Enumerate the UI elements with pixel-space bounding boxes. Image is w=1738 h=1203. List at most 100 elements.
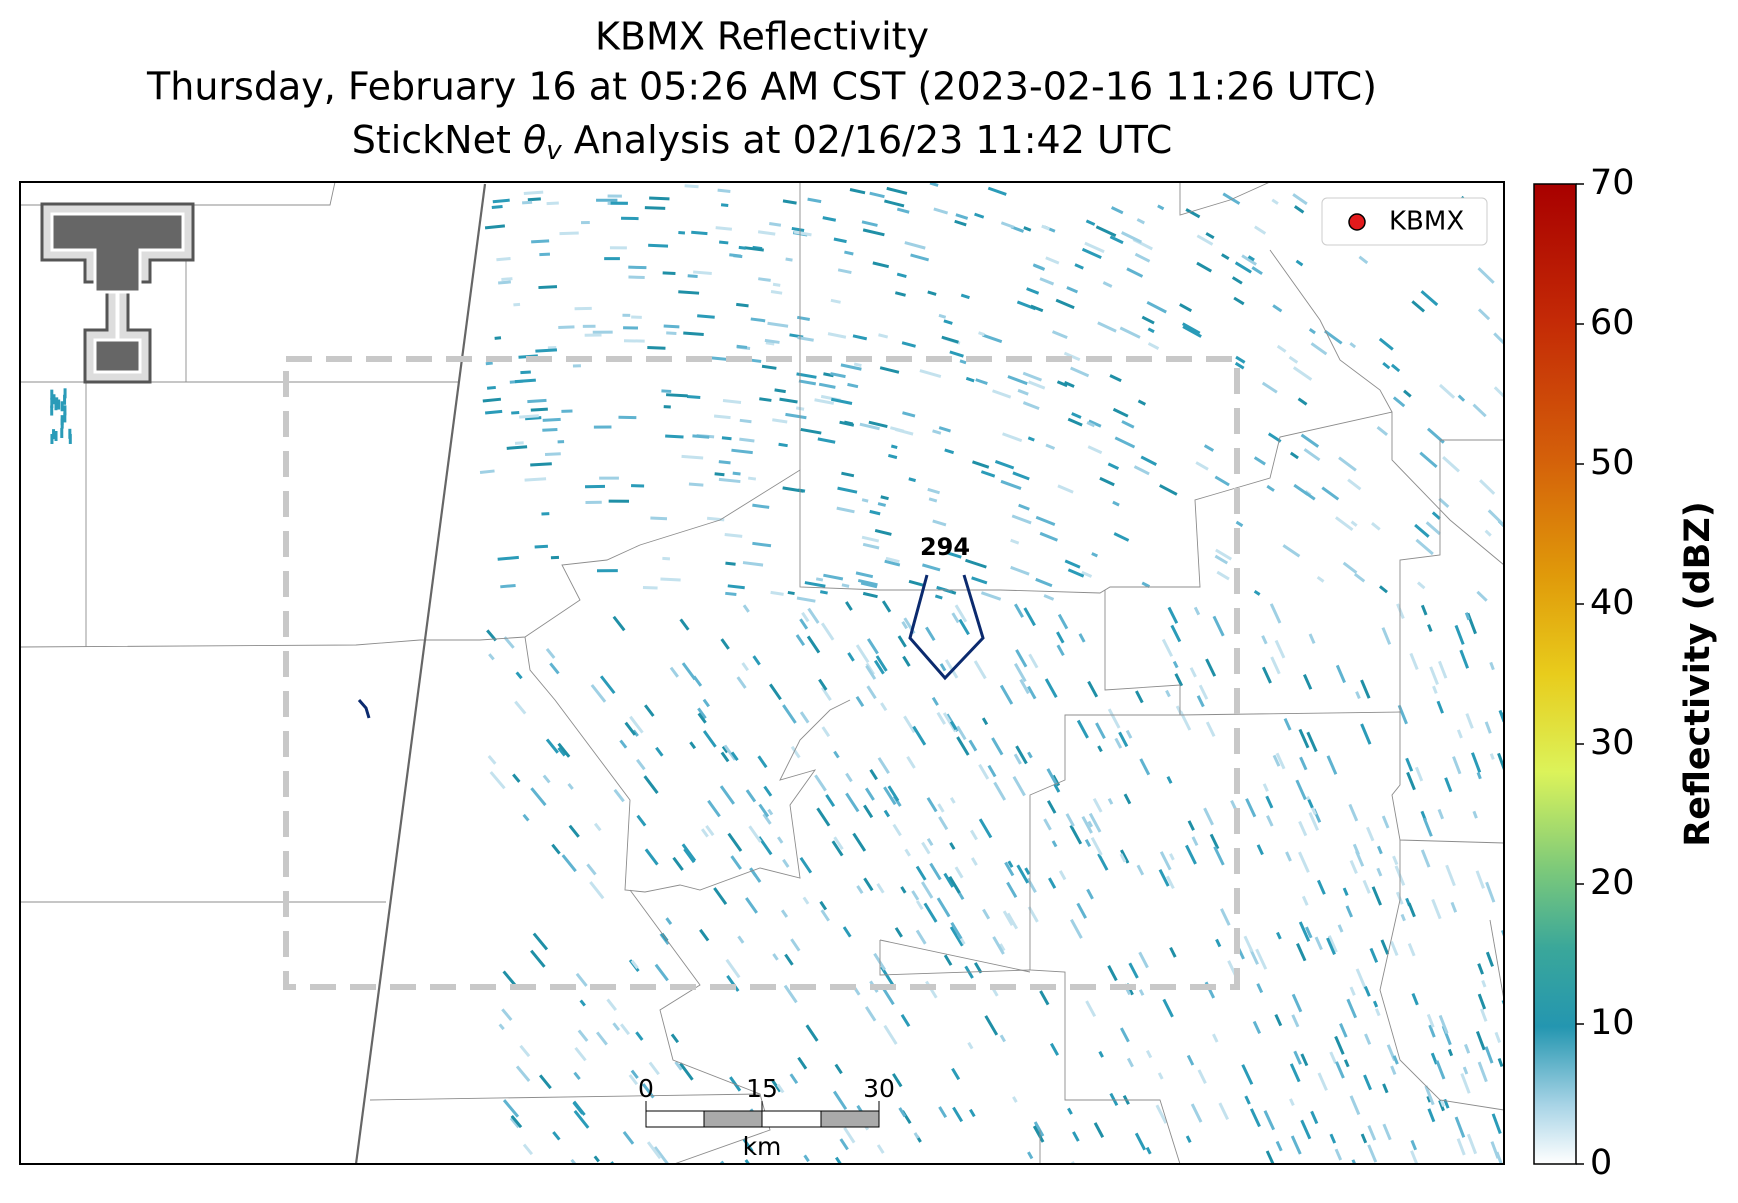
radar-echo bbox=[1097, 321, 1117, 333]
radar-echo bbox=[1024, 867, 1031, 875]
radar-echo bbox=[795, 634, 806, 647]
radar-echo bbox=[679, 1062, 694, 1081]
radar-echo bbox=[817, 437, 836, 444]
radar-echo bbox=[599, 476, 619, 480]
radar-echo bbox=[818, 382, 836, 389]
radar-echo bbox=[1366, 826, 1375, 842]
radar-echo bbox=[1147, 342, 1160, 350]
radar-echo bbox=[820, 686, 832, 701]
radar-echo bbox=[515, 671, 523, 680]
radar-echo bbox=[736, 344, 748, 349]
radar-echo bbox=[1172, 660, 1179, 669]
radar-echo bbox=[1298, 921, 1311, 942]
radar-echo bbox=[904, 241, 926, 250]
radar-echo bbox=[1355, 850, 1365, 867]
radar-echo bbox=[855, 644, 870, 664]
radar-echo bbox=[1364, 1033, 1372, 1045]
radar-echo bbox=[636, 814, 647, 827]
radar-echo bbox=[717, 188, 731, 193]
radar-echo bbox=[721, 436, 732, 441]
radar-echo bbox=[646, 1141, 662, 1160]
radar-echo bbox=[892, 1073, 903, 1088]
radar-echo bbox=[52, 394, 56, 405]
radar-echo bbox=[514, 700, 527, 715]
radar-echo bbox=[558, 325, 575, 329]
radar-echo bbox=[584, 333, 602, 337]
colorbar-tick-label: 10 bbox=[1590, 1003, 1635, 1043]
radar-echo bbox=[931, 696, 939, 706]
radar-echo bbox=[1193, 606, 1201, 616]
radar-echo bbox=[864, 1006, 877, 1022]
radar-echo bbox=[1410, 1139, 1418, 1151]
radar-echo bbox=[1212, 1033, 1219, 1043]
radar-echo bbox=[1253, 590, 1261, 596]
radar-echo bbox=[1360, 679, 1371, 699]
radar-echo bbox=[972, 460, 990, 469]
scale-bar: 0 15 30 km bbox=[638, 1074, 895, 1161]
radar-echo bbox=[622, 313, 631, 317]
radar-echo bbox=[938, 816, 949, 831]
radar-echo bbox=[1431, 898, 1442, 920]
radar-echo bbox=[1097, 745, 1103, 753]
radar-echo bbox=[1070, 366, 1090, 378]
radar-echo bbox=[769, 222, 782, 227]
radar-echo bbox=[1140, 455, 1157, 466]
radar-echo bbox=[852, 334, 868, 341]
radar-echo bbox=[1215, 938, 1222, 948]
radar-echo bbox=[780, 909, 789, 918]
radar-echo bbox=[1506, 479, 1516, 489]
radar-echo bbox=[1182, 322, 1201, 335]
radar-echo bbox=[1381, 815, 1390, 829]
radar-echo bbox=[1440, 1100, 1446, 1107]
radar-echo bbox=[978, 763, 990, 780]
radar-echo bbox=[1233, 296, 1245, 306]
radar-echo bbox=[524, 477, 547, 482]
radar-echo bbox=[1436, 700, 1444, 714]
radar-echo bbox=[719, 240, 729, 245]
radar-echo bbox=[1426, 1013, 1435, 1028]
radar-echo bbox=[793, 230, 812, 237]
radar-echo bbox=[57, 399, 61, 410]
radar-echo bbox=[799, 618, 809, 630]
radar-echo bbox=[1255, 948, 1268, 970]
radar-echo bbox=[577, 1029, 589, 1042]
radar-echo bbox=[1185, 208, 1201, 219]
radar-echo bbox=[1218, 1102, 1230, 1121]
radar-echo bbox=[622, 1131, 635, 1145]
radar-echo bbox=[506, 445, 528, 450]
radar-echo bbox=[1214, 554, 1229, 565]
radar-echo bbox=[816, 807, 831, 827]
radar-echo bbox=[921, 841, 931, 855]
radar-echo bbox=[50, 397, 54, 408]
radar-echo bbox=[1275, 752, 1286, 770]
radar-echo bbox=[1272, 754, 1281, 767]
radar-echo bbox=[1191, 836, 1199, 847]
radar-echo bbox=[1098, 1050, 1104, 1058]
radar-echo bbox=[68, 433, 72, 444]
radar-echo bbox=[561, 854, 577, 873]
radar-echo bbox=[863, 804, 874, 819]
radar-echo bbox=[968, 739, 978, 752]
colorbar-label: Reflectivity (dBZ) bbox=[1678, 501, 1718, 847]
radar-echo bbox=[1266, 484, 1275, 492]
colorbar-tick-label: 60 bbox=[1590, 303, 1635, 343]
radar-echo bbox=[1197, 1069, 1207, 1084]
radar-echo bbox=[868, 420, 888, 429]
radar-echo bbox=[491, 204, 503, 209]
radar-echo bbox=[772, 953, 779, 961]
radar-echo bbox=[1088, 812, 1102, 833]
radar-echo bbox=[573, 1110, 590, 1129]
radar-echo bbox=[1265, 795, 1274, 809]
radar-echo bbox=[674, 1061, 683, 1071]
radar-echo bbox=[1382, 361, 1391, 370]
radar-echo bbox=[1057, 484, 1074, 494]
legend-box bbox=[1321, 197, 1488, 246]
radar-echo bbox=[1464, 612, 1471, 621]
radar-echo bbox=[644, 704, 655, 717]
radar-echo bbox=[987, 764, 997, 778]
radar-echo bbox=[1505, 448, 1522, 465]
radar-echo bbox=[1092, 798, 1103, 813]
radar-echo bbox=[954, 604, 968, 623]
radar-echo bbox=[938, 313, 947, 319]
radar-echo bbox=[1028, 380, 1046, 390]
